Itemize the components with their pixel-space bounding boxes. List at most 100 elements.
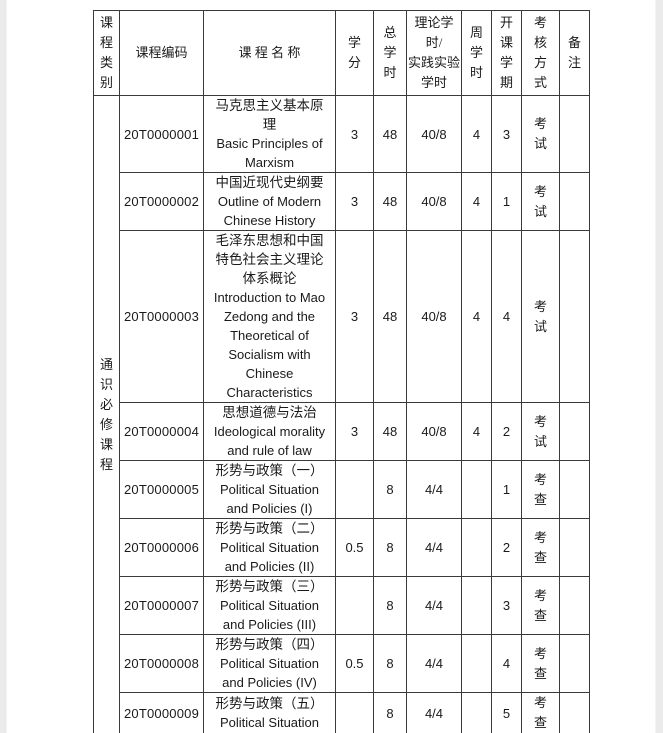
cell-assessment: 考查 <box>521 692 560 733</box>
cell-theory-practice-hours: 4/4 <box>406 518 462 577</box>
course-name-en: Political Situation and Policies (III) <box>220 598 319 632</box>
cell-theory-practice-hours: 40/8 <box>406 95 462 173</box>
cell-remarks <box>559 518 590 577</box>
cell-remarks <box>559 692 590 733</box>
course-name-zh: 思想道德与法治 <box>222 405 317 420</box>
cell-total-hours: 48 <box>373 172 407 231</box>
table-row: 20T0000008 形势与政策（四） Political Situation … <box>94 634 590 693</box>
cell-remarks <box>559 576 590 635</box>
course-name-en: Political Situation and Policies (I) <box>220 482 319 516</box>
cell-semester: 2 <box>491 518 522 577</box>
cell-course-name: 形势与政策（二） Political Situation and Policie… <box>203 518 336 577</box>
assessment-label: 考试 <box>533 116 547 151</box>
cell-assessment: 考试 <box>521 230 560 403</box>
category-cell: 通识必修课程 <box>93 95 120 733</box>
cell-course-code: 20T0000006 <box>119 518 204 577</box>
cell-weekly-hours: 4 <box>461 95 492 173</box>
cell-credits <box>335 692 374 733</box>
header-weekly-hours-label: 周学时 <box>469 25 483 80</box>
course-name-en: Basic Principles of Marxism <box>216 136 323 170</box>
cell-credits: 3 <box>335 95 374 173</box>
cell-course-code: 20T0000002 <box>119 172 204 231</box>
cell-total-hours: 8 <box>373 518 407 577</box>
course-name-en: Political Situation <box>220 715 319 730</box>
assessment-label: 考查 <box>533 645 547 681</box>
header-remarks-label: 备注 <box>567 35 581 70</box>
cell-theory-practice-hours: 40/8 <box>406 402 462 461</box>
cell-course-code: 20T0000009 <box>119 692 204 733</box>
cell-credits: 3 <box>335 230 374 403</box>
cell-assessment: 考查 <box>521 460 560 519</box>
assessment-label: 考试 <box>533 183 547 219</box>
cell-weekly-hours <box>461 460 492 519</box>
assessment-label: 考查 <box>533 587 547 623</box>
cell-assessment: 考查 <box>521 518 560 577</box>
cell-assessment: 考查 <box>521 576 560 635</box>
course-name-zh: 毛泽东思想和中国 特色社会主义理论 体系概论 <box>215 233 324 286</box>
header-cell-credits: 学分 <box>335 10 374 96</box>
cell-credits: 0.5 <box>335 634 374 693</box>
course-table: 课程类别 课程编码 课 程 名 称 学分 总学时 理论学时/ 实践实验 学时 周… <box>93 10 590 733</box>
cell-credits: 0.5 <box>335 518 374 577</box>
course-name-zh: 形势与政策（五） <box>215 696 324 711</box>
table-row: 通识必修课程 20T0000001 马克思主义基本原 理 Basic Princi… <box>93 95 590 733</box>
cell-course-code: 20T0000001 <box>119 95 204 173</box>
cell-total-hours: 48 <box>373 402 407 461</box>
cell-course-code: 20T0000007 <box>119 576 204 635</box>
page-edge-right <box>655 0 663 733</box>
cell-remarks <box>559 95 590 173</box>
table-row: 20T0000003 毛泽东思想和中国 特色社会主义理论 体系概论 Introd… <box>94 230 590 403</box>
cell-remarks <box>559 402 590 461</box>
header-category-label: 课程类别 <box>99 15 113 90</box>
header-cell-total-hours: 总学时 <box>373 10 407 96</box>
table-row: 20T0000002 中国近现代史纲要 Outline of Modern Ch… <box>94 172 590 231</box>
cell-assessment: 考查 <box>521 634 560 693</box>
cell-theory-practice-hours: 40/8 <box>406 172 462 231</box>
cell-total-hours: 8 <box>373 576 407 635</box>
table-body: 通识必修课程 20T0000001 马克思主义基本原 理 Basic Princi… <box>93 95 590 733</box>
cell-weekly-hours <box>461 634 492 693</box>
course-name-en: Political Situation and Policies (II) <box>220 540 319 574</box>
cell-course-code: 20T0000005 <box>119 460 204 519</box>
header-assessment-label: 考核方式 <box>533 15 547 90</box>
header-cell-name: 课 程 名 称 <box>203 10 336 96</box>
assessment-label: 考查 <box>533 695 547 730</box>
cell-semester: 1 <box>491 172 522 231</box>
header-total-hours-label: 总学时 <box>383 25 397 80</box>
cell-total-hours: 8 <box>373 692 407 733</box>
header-credits-label: 学分 <box>347 35 361 70</box>
course-name-zh: 形势与政策（四） <box>215 637 324 652</box>
cell-course-name: 形势与政策（四） Political Situation and Policie… <box>203 634 336 693</box>
assessment-label: 考查 <box>533 471 547 507</box>
cell-credits: 3 <box>335 402 374 461</box>
cell-semester: 2 <box>491 402 522 461</box>
cell-theory-practice-hours: 40/8 <box>406 230 462 403</box>
cell-theory-practice-hours: 4/4 <box>406 634 462 693</box>
table-row: 20T0000004 思想道德与法治 Ideological morality … <box>94 402 590 461</box>
header-row: 课程类别 课程编码 课 程 名 称 学分 总学时 理论学时/ 实践实验 学时 周… <box>93 10 590 96</box>
course-name-en: Political Situation and Policies (IV) <box>220 656 319 690</box>
cell-course-code: 20T0000004 <box>119 402 204 461</box>
assessment-label: 考试 <box>533 413 547 449</box>
cell-total-hours: 8 <box>373 460 407 519</box>
cell-assessment: 考试 <box>521 95 560 173</box>
table-row: 20T0000006 形势与政策（二） Political Situation … <box>94 518 590 577</box>
cell-course-name: 形势与政策（五） Political Situation <box>203 692 336 733</box>
cell-course-name: 形势与政策（三） Political Situation and Policie… <box>203 576 336 635</box>
cell-remarks <box>559 634 590 693</box>
header-semester-label: 开课学期 <box>499 15 513 90</box>
cell-remarks <box>559 460 590 519</box>
cell-semester: 3 <box>491 576 522 635</box>
course-name-zh: 马克思主义基本原 理 <box>215 98 324 132</box>
header-cell-theory-practice: 理论学时/ 实践实验 学时 <box>406 10 462 96</box>
cell-total-hours: 8 <box>373 634 407 693</box>
cell-theory-practice-hours: 4/4 <box>406 576 462 635</box>
header-cell-code: 课程编码 <box>119 10 204 96</box>
cell-weekly-hours <box>461 518 492 577</box>
cell-credits <box>335 460 374 519</box>
category-label: 通识必修课程 <box>99 356 113 472</box>
cell-course-name: 形势与政策（一） Political Situation and Policie… <box>203 460 336 519</box>
cell-theory-practice-hours: 4/4 <box>406 460 462 519</box>
course-name-zh: 形势与政策（二） <box>215 521 324 536</box>
